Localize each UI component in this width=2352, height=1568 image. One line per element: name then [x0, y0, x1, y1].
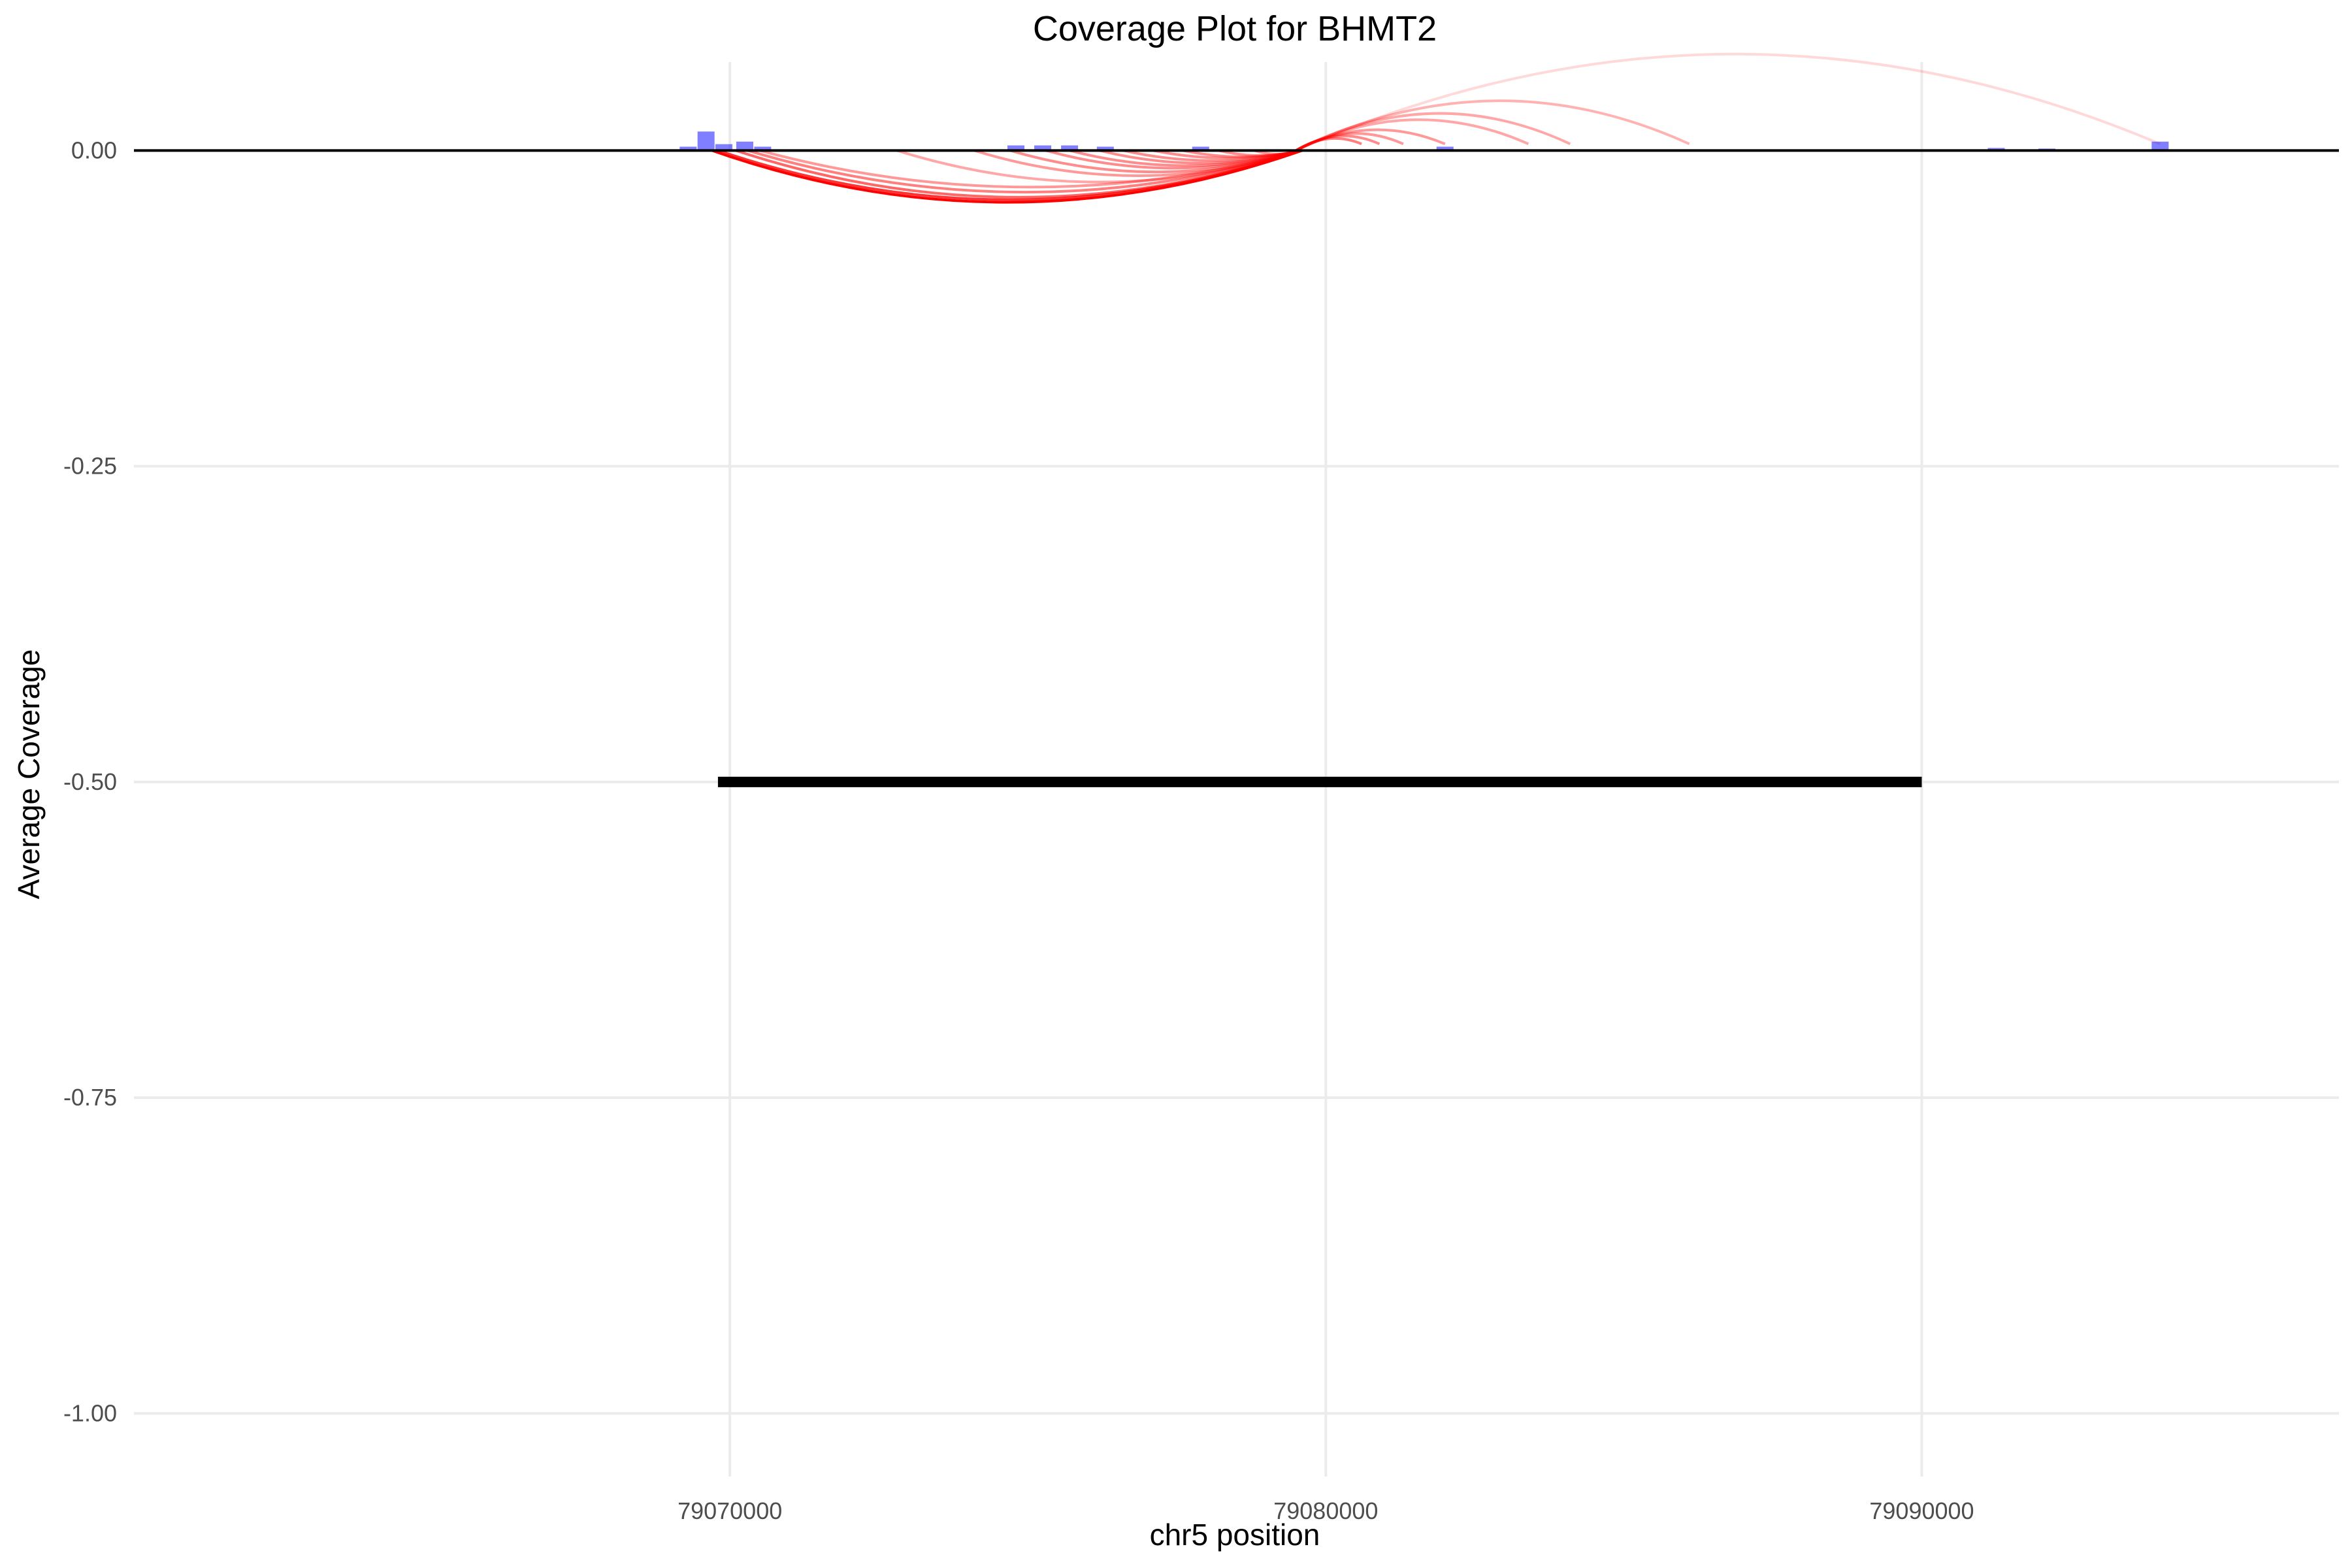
x-tick-label: 79070000	[678, 1497, 782, 1524]
junction-arc-below	[735, 149, 1303, 199]
x-axis-label: chr5 position	[1150, 1518, 1320, 1552]
junction-arc-above	[1295, 52, 2161, 152]
coverage-bar	[715, 144, 733, 151]
junction-arc-below	[973, 149, 1303, 177]
coverage-bar	[1007, 145, 1024, 151]
junction-arc-below	[896, 149, 1303, 184]
junction-arc-below	[1182, 149, 1303, 158]
coverage-bar	[1096, 146, 1114, 151]
coverage-bar	[754, 146, 772, 151]
y-tick-label: -0.50	[63, 768, 117, 795]
junction-arc-below	[1045, 149, 1303, 170]
coverage-bars	[679, 131, 2169, 151]
coverage-bar	[736, 141, 753, 151]
coverage-bar	[1061, 145, 1079, 151]
y-tick-label: -0.25	[63, 453, 117, 480]
y-axis-label: Average Coverage	[12, 649, 46, 900]
junction-arc-above	[1295, 118, 1529, 152]
junction-arc-below	[759, 149, 1303, 189]
junction-arc-below	[1122, 149, 1303, 162]
y-tick-label: -1.00	[63, 1399, 117, 1426]
coverage-bar	[679, 146, 697, 151]
x-tick-label: 79080000	[1273, 1497, 1378, 1524]
junction-arc-above	[1295, 99, 1690, 152]
y-tick-label: 0.00	[71, 137, 117, 163]
coverage-bar	[2151, 141, 2169, 151]
junction-arc-below	[1099, 149, 1303, 165]
junction-arc-below	[747, 149, 1303, 194]
y-tick-label: -0.75	[63, 1084, 117, 1111]
coverage-bar	[1436, 146, 1454, 151]
junction-arc-below	[1069, 149, 1303, 167]
junction-arc-below	[1009, 149, 1303, 174]
grid-lines	[134, 62, 2339, 1477]
x-tick-label: 79090000	[1869, 1497, 1974, 1524]
junction-arc-below	[1218, 149, 1303, 157]
chart-title: Coverage Plot for BHMT2	[1033, 9, 1437, 48]
junction-arcs	[711, 52, 2161, 204]
tick-labels: 0.00 -0.25 -0.50 -0.75 -1.00 79070000 79080000…	[63, 137, 1974, 1524]
junction-arc-above	[1295, 137, 1362, 152]
junction-arc-below	[1152, 149, 1303, 159]
coverage-bar	[1192, 146, 1209, 151]
coverage-bar	[1034, 145, 1052, 151]
junction-arc-above	[1295, 112, 1571, 152]
coverage-bar	[697, 131, 715, 151]
